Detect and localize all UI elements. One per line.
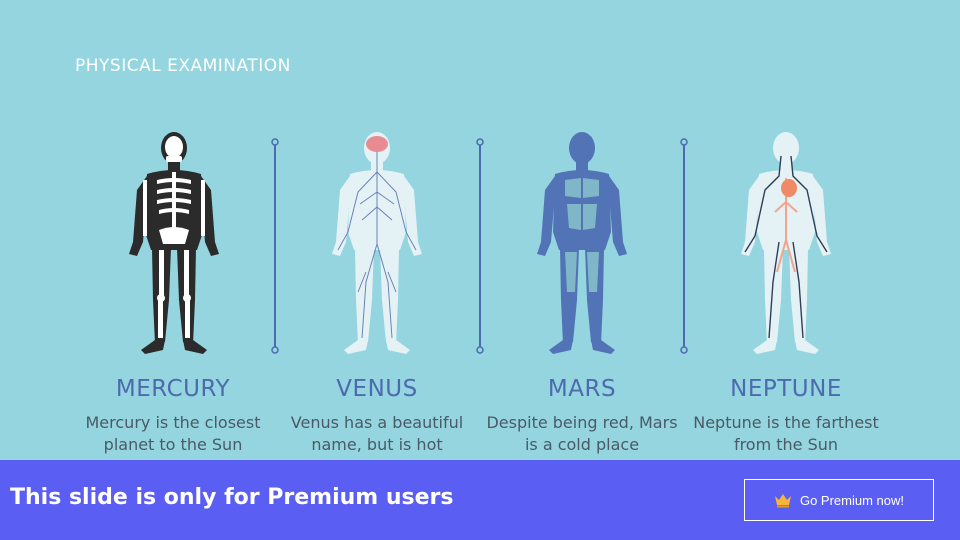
neptune-desc-line1: Neptune is the farthest (693, 413, 879, 432)
slide-title: PHYSICAL EXAMINATION (75, 56, 291, 76)
mars-desc-line2: is a cold place (524, 435, 640, 454)
mercury-heading: MERCURY (115, 376, 231, 402)
neptune-heading: NEPTUNE (730, 376, 842, 402)
nervous-system-icon (332, 132, 422, 354)
muscular-system-icon (537, 132, 627, 354)
mars-heading: MARS (547, 376, 617, 402)
go-premium-button[interactable]: Go Premium now! (744, 479, 934, 521)
divider-line (680, 138, 688, 354)
go-premium-label: Go Premium now! (799, 492, 905, 508)
mercury-description: Mercury is the closest planet to the Sun (73, 412, 273, 456)
circulatory-system-icon (741, 132, 831, 354)
mercury-desc-line1: Mercury is the closest (85, 413, 261, 432)
venus-heading: VENUS (336, 376, 418, 402)
mars-desc-line1: Despite being red, Mars (486, 413, 678, 432)
divider-line (476, 138, 484, 354)
venus-desc-line2: name, but is hot (311, 435, 443, 454)
premium-banner-text: This slide is only for Premium users (10, 485, 454, 510)
neptune-desc-line2: from the Sun (733, 435, 839, 454)
venus-desc-line1: Venus has a beautiful (290, 413, 464, 432)
divider-line (271, 138, 279, 354)
mercury-desc-line2: planet to the Sun (103, 435, 243, 454)
neptune-description: Neptune is the farthest from the Sun (686, 412, 886, 456)
slide: PHYSICAL EXAMINATION (73, 56, 886, 456)
premium-banner: This slide is only for Premium users Go … (0, 460, 960, 540)
crown-icon (774, 494, 791, 508)
venus-description: Venus has a beautiful name, but is hot (277, 412, 477, 456)
mars-description: Despite being red, Mars is a cold place (482, 412, 682, 456)
skeleton-icon (129, 132, 219, 354)
